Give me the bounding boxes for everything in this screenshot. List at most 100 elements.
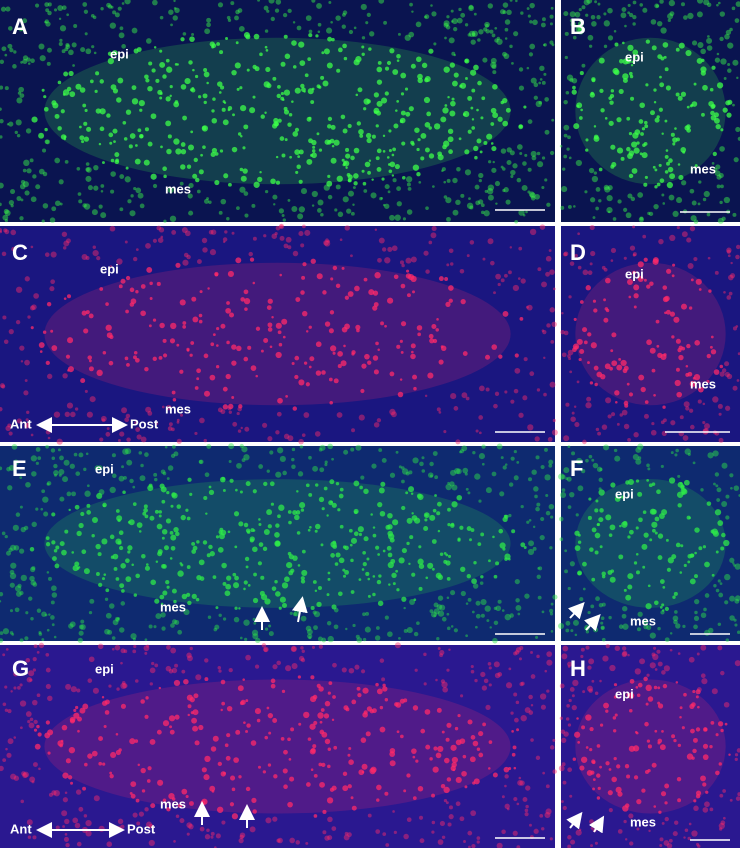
cell	[459, 449, 465, 454]
cell	[571, 77, 578, 84]
cell	[117, 6, 122, 11]
cell	[337, 211, 344, 218]
cell	[669, 632, 673, 635]
cell	[711, 688, 718, 695]
cell	[660, 464, 664, 468]
tissue-label: mes	[690, 376, 716, 391]
cell	[0, 600, 2, 603]
cell	[297, 155, 301, 159]
cell	[327, 443, 333, 450]
cell	[469, 205, 474, 210]
cell	[253, 33, 260, 40]
cell	[287, 122, 292, 127]
cell	[429, 461, 434, 467]
cell	[262, 770, 267, 774]
cell	[718, 762, 722, 766]
cell	[303, 90, 306, 93]
cell	[632, 14, 637, 20]
cell	[331, 457, 334, 461]
cell	[240, 175, 247, 182]
cell	[62, 246, 67, 250]
cell	[596, 773, 601, 778]
cell	[560, 474, 566, 480]
cell	[439, 650, 445, 656]
cell	[475, 600, 481, 606]
cell	[12, 64, 17, 69]
cell	[491, 167, 497, 173]
cell	[396, 186, 402, 192]
cell	[156, 729, 162, 735]
cell	[155, 613, 162, 620]
cell	[189, 353, 193, 357]
cell	[191, 296, 197, 302]
cell	[673, 316, 680, 323]
cell	[453, 53, 456, 57]
cell	[361, 169, 365, 173]
cell	[202, 540, 208, 545]
cell	[95, 71, 100, 76]
cell	[500, 100, 504, 105]
cell	[636, 693, 641, 698]
cell	[727, 99, 733, 105]
cell	[660, 420, 665, 425]
cell	[490, 122, 495, 126]
cell	[632, 252, 637, 257]
cell	[83, 121, 88, 126]
cell	[431, 793, 435, 798]
cell	[204, 658, 209, 663]
cell	[466, 202, 474, 209]
cell	[632, 225, 636, 229]
cell	[687, 371, 693, 377]
cell	[298, 379, 305, 386]
cell	[464, 472, 468, 476]
cell	[25, 418, 29, 422]
cell	[404, 87, 409, 91]
cell	[181, 593, 188, 600]
cell	[202, 247, 208, 253]
cell	[92, 245, 96, 249]
cell	[252, 489, 257, 494]
cell	[255, 637, 261, 644]
cell	[144, 127, 149, 132]
cell	[420, 132, 427, 139]
cell	[38, 132, 45, 139]
cell	[305, 841, 309, 845]
cell	[360, 475, 365, 480]
cell	[118, 545, 124, 551]
cell	[82, 103, 87, 108]
cell	[327, 571, 331, 575]
cell	[315, 523, 321, 530]
cell	[495, 561, 500, 566]
cell	[121, 589, 125, 593]
cell	[605, 308, 610, 313]
cell	[496, 36, 500, 41]
cell	[291, 362, 295, 366]
cell	[536, 654, 540, 659]
cell	[169, 729, 175, 735]
cell	[58, 179, 64, 185]
cell	[687, 560, 691, 564]
cell	[376, 784, 382, 791]
cell	[313, 773, 318, 778]
cell	[179, 369, 184, 374]
cell	[208, 544, 213, 550]
cell	[311, 139, 317, 146]
cell	[311, 87, 315, 91]
cell	[175, 531, 180, 537]
cell	[413, 598, 417, 602]
cell	[641, 127, 646, 131]
cell	[61, 231, 68, 237]
cell	[689, 226, 696, 232]
cell	[195, 597, 200, 602]
cell	[592, 787, 595, 791]
cell	[445, 737, 450, 742]
cell	[56, 438, 63, 445]
cell	[593, 308, 598, 313]
cell	[282, 470, 287, 476]
cell	[199, 417, 205, 424]
cell	[198, 559, 205, 566]
cell	[513, 31, 519, 37]
cell	[417, 558, 424, 565]
cell	[382, 150, 386, 153]
cell	[328, 0, 332, 4]
